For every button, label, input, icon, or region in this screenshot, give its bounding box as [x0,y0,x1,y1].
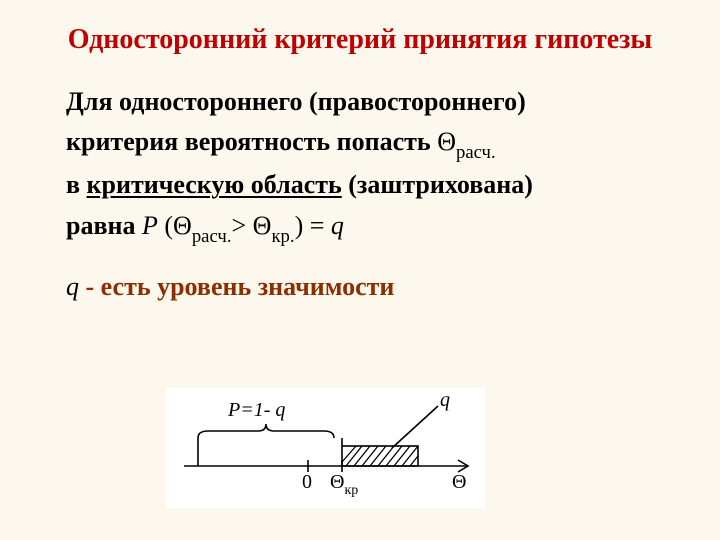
label-q: q [440,389,450,411]
lbl-q: q [440,389,450,411]
line1-text: Для одностороннего (правостороннего) [66,87,526,116]
q-sym: q [331,211,344,240]
probability-formula: P (Θрасч.> Θкр.) = q [142,211,344,240]
line2-text: критерия вероятность попасть [66,127,437,156]
label-P-formula: P=1- q [227,399,285,421]
line-3: в критическую область (заштрихована) [66,165,656,205]
significance-line: q - есть уровень значимости [66,267,656,307]
q-sig: q [66,272,79,301]
q-pointer [392,406,438,448]
body-text: Для одностороннего (правостороннего) кри… [66,82,656,307]
theta3: Θ [253,211,272,240]
lbl-thk-sub: кр [344,483,358,498]
lbl-th: Θ [452,471,466,493]
label-zero: 0 [302,471,312,493]
sub-kr: кр. [271,226,294,247]
sub-rasch-2: расч. [192,226,232,247]
lbl-thk: Θ [330,471,344,493]
theta2: Θ [173,211,192,240]
theta-rasch-2: Θрасч. [173,211,231,240]
diagram: P=1- q q 0 Θкр Θ [166,388,486,508]
brace [198,424,334,438]
P-sym: P [142,211,158,240]
line-2: критерия вероятность попасть Θрасч. [66,122,656,165]
theta-glyph: Θ [437,127,456,156]
line3a: в [66,170,87,199]
slide-title: Односторонний критерий принятия гипотезы [0,24,720,56]
close-eq: ) = [295,211,331,240]
hatched-region [342,446,418,466]
critical-region-link: критическую область [87,170,342,199]
line-1: Для одностороннего (правостороннего) [66,82,656,122]
sig-dash: - [79,272,101,301]
line3b: (заштрихована) [342,170,533,199]
theta-kr: Θкр. [253,211,295,240]
line-4: равна P (Θрасч.> Θкр.) = q [66,206,656,249]
slide: Односторонний критерий принятия гипотезы… [0,0,720,540]
label-theta-kr: Θкр [330,471,358,498]
lbl-P: P=1- q [227,399,285,421]
sig-rest: есть уровень значимости [101,272,395,301]
lbl-0: 0 [302,471,312,493]
theta-rasch: Θрасч. [437,127,495,156]
line4a: равна [66,211,142,240]
gt: > [232,211,253,240]
label-theta: Θ [452,471,466,493]
paren-open: ( [158,211,173,240]
diagram-svg: P=1- q q 0 Θкр Θ [166,388,486,508]
theta-sub-rasch: расч. [456,142,496,163]
